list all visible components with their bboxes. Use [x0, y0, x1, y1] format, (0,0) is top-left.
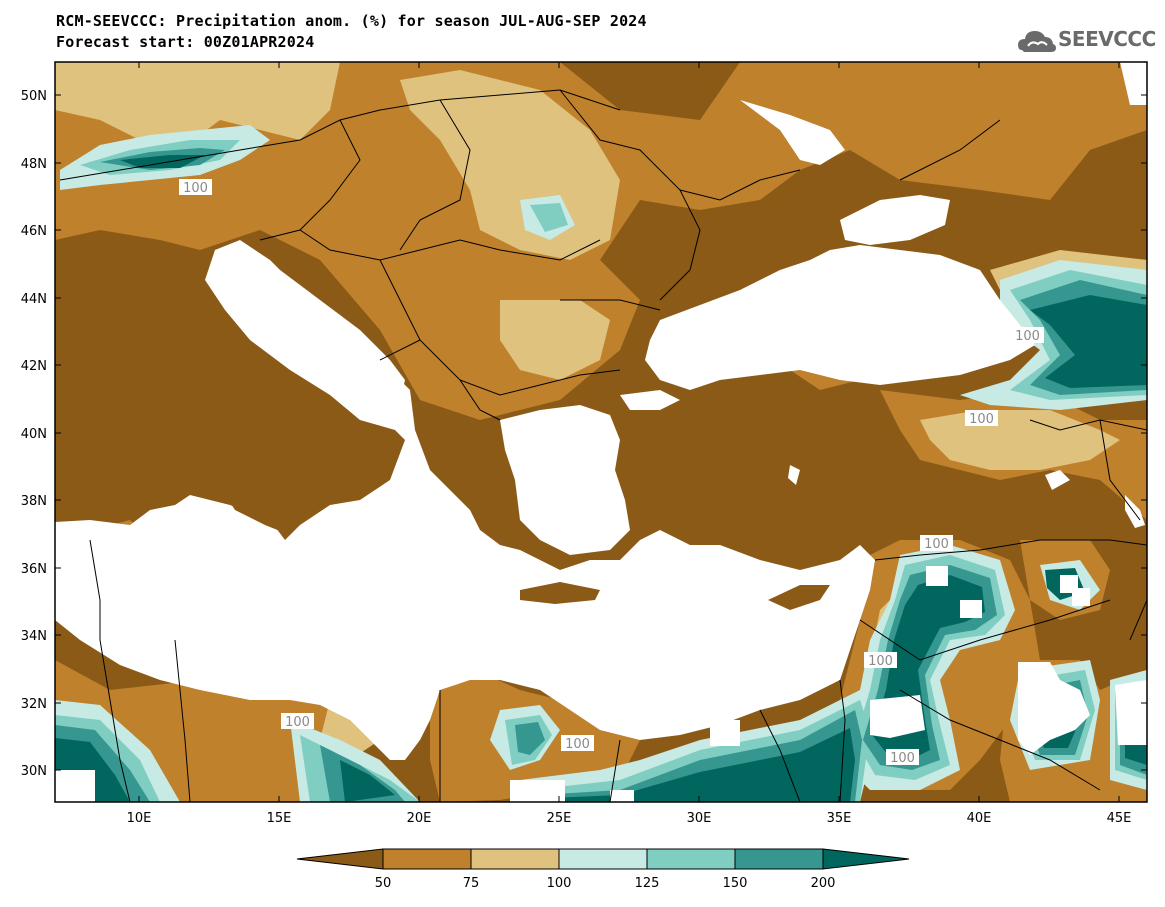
lat-label: 42N: [21, 359, 47, 374]
contour-label: 100: [965, 410, 998, 427]
lon-label: 35E: [827, 811, 852, 826]
contour-label: 100: [179, 179, 212, 196]
lat-label: 34N: [21, 629, 47, 644]
contour-label: 100: [920, 535, 953, 552]
svg-text:100: 100: [285, 715, 310, 730]
lon-axis: 10E 15E 20E 25E 30E 35E 40E 45E: [127, 62, 1132, 826]
lon-label: 25E: [547, 811, 572, 826]
colorbar-segment-50-75: [382, 848, 472, 870]
svg-text:100: 100: [969, 412, 994, 427]
map-title: RCM-SEEVCCC: Precipitation anom. (%) for…: [56, 12, 647, 30]
map-frame: [54, 61, 1148, 803]
colorbar-segment-75-100: [470, 848, 560, 870]
lon-label: 30E: [687, 811, 712, 826]
contour-label: 100: [561, 735, 594, 752]
contour-label: 100: [1011, 327, 1044, 344]
colorbar-segment-150-200: [734, 848, 824, 870]
colorbar-segment-gt200: [822, 848, 910, 870]
svg-text:100: 100: [183, 181, 208, 196]
colorbar-label: 200: [810, 876, 836, 891]
colorbar-label: 150: [722, 876, 748, 891]
svg-text:100: 100: [1015, 329, 1040, 344]
svg-text:100: 100: [924, 537, 949, 552]
colorbar: [296, 848, 910, 870]
lat-label: 38N: [21, 494, 47, 509]
colorbar-segment-100-125: [558, 848, 648, 870]
lon-label: 10E: [127, 811, 152, 826]
logo-text: SEEVCCC: [1058, 27, 1156, 51]
seevccc-cloud-logo-icon: [1018, 31, 1056, 52]
lat-label: 32N: [21, 697, 47, 712]
colorbar-label: 100: [546, 876, 572, 891]
lat-label: 46N: [21, 224, 47, 239]
sea-areas: [55, 62, 1147, 802]
colorbar-label: 125: [634, 876, 660, 891]
colorbar-segment-125-150: [646, 848, 736, 870]
country-borders: [59, 89, 1147, 802]
colorbar-label: 75: [462, 876, 480, 891]
lon-label: 45E: [1107, 811, 1132, 826]
lon-label: 20E: [407, 811, 432, 826]
forecast-start-label: Forecast start: 00Z01APR2024: [56, 33, 315, 51]
svg-text:100: 100: [868, 654, 893, 669]
svg-text:100: 100: [565, 737, 590, 752]
lat-axis: 50N 48N 46N 44N 42N 40N 38N 36N 34N 32N …: [21, 89, 1147, 779]
contour-label: 100: [886, 749, 919, 766]
contour-labels: 100 100 100 100 100 100 100 100: [179, 179, 1044, 766]
contour-label: 100: [281, 713, 314, 730]
lat-label: 36N: [21, 562, 47, 577]
lat-label: 50N: [21, 89, 47, 104]
svg-text:100: 100: [890, 751, 915, 766]
colorbar-label: 50: [374, 876, 392, 891]
contour-label: 100: [864, 652, 897, 669]
lat-label: 40N: [21, 427, 47, 442]
colorbar-segment-lt50: [296, 848, 384, 870]
lon-label: 40E: [967, 811, 992, 826]
lat-label: 44N: [21, 292, 47, 307]
island-areas: [90, 335, 830, 610]
lat-label: 30N: [21, 764, 47, 779]
lon-label: 15E: [267, 811, 292, 826]
lat-label: 48N: [21, 157, 47, 172]
